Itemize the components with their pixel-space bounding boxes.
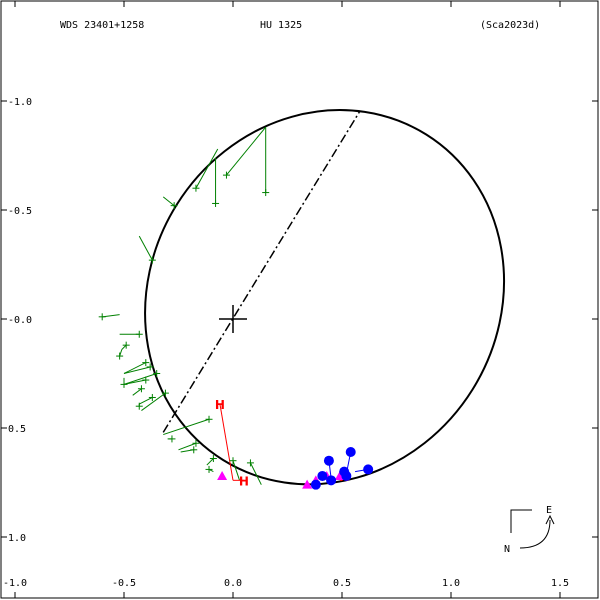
micrometer-point [170,202,178,210]
wds-id-label: WDS 23401+1258 [60,20,144,31]
micrometer-point [135,402,143,410]
micrometer-residual [195,148,219,189]
y-tick-label: 0.5 [8,424,26,435]
speckle-point [345,446,356,457]
micrometer-residual [123,379,146,385]
micrometer-point [246,459,254,467]
compass-arrow [519,519,551,549]
y-tick-label: 1.0 [8,533,26,544]
discoverer-label: HU 1325 [260,20,302,31]
x-tick-label: 0.0 [224,578,242,589]
micrometer-point [205,415,213,423]
speckle-point [323,455,334,466]
micrometer-residual [132,388,142,396]
micrometer-point [142,359,150,367]
micrometer-point [222,171,230,179]
hipparcos-residual [219,403,234,481]
micrometer-point [148,256,156,264]
y-tick-label: -1.0 [8,97,32,108]
x-tick-label: 1.0 [442,578,460,589]
micrometer-residual [123,366,151,374]
micrometer-residual [206,458,214,466]
micrometer-point [168,435,176,443]
micrometer-residual [141,392,166,411]
micrometer-residual [162,196,175,207]
compass: E N [504,505,555,555]
compass-arrowhead [545,514,555,525]
speckle-point [341,470,352,481]
x-tick-label: 1.5 [551,578,569,589]
micrometer-point [153,370,161,377]
micrometer-point [116,352,124,360]
hipparcos-point: H [215,398,225,412]
micrometer-point [212,199,220,207]
micrometer-point [98,313,106,321]
micrometer-point [205,465,213,473]
x-tick-label: 0.5 [333,578,351,589]
y-tick-label: -0.0 [8,315,32,326]
micrometer-point [262,189,270,197]
speckle-point [363,464,374,475]
micrometer-residual [123,362,147,374]
micrometer-point [161,389,169,397]
micrometer-point [148,393,156,401]
micrometer-point [137,385,145,393]
predicted-point [302,479,313,489]
micrometer-point [122,341,130,349]
compass-east-label: E [546,505,552,516]
micrometer-point [190,446,198,454]
micrometer-point [192,439,200,447]
speckle-point [326,475,337,486]
speckle-point [310,479,321,490]
compass-north-label: N [504,544,510,555]
micrometer-point [209,455,217,463]
x-tick-label: -1.0 [3,578,27,589]
micrometer-residual [121,344,127,350]
micrometer-point [135,330,143,338]
compass-arms [510,509,532,533]
speckle-point [317,470,328,481]
hipparcos-point: H [239,474,249,488]
y-tick-label: -0.5 [8,206,32,217]
micrometer-residual [123,373,157,385]
predicted-point [217,470,228,480]
orbit-layer [144,109,506,486]
micrometer-residual [226,126,267,176]
line-of-nodes [162,111,361,433]
micrometer-residual [138,235,153,261]
micrometer-residual [163,418,210,436]
micrometer-point [192,184,200,192]
micrometer-point [120,380,128,388]
micrometer-point [142,376,150,384]
micrometer-point [229,457,237,465]
micrometer-point [146,363,154,371]
micrometer-residual [178,442,197,451]
micrometer-residual [139,397,153,405]
reference-label: (Sca2023d) [480,20,540,31]
micrometer-residual [249,462,262,485]
marker-layer: HHH [98,171,374,490]
orbit-ellipse [144,109,506,486]
x-tick-label: -0.5 [112,578,136,589]
micrometer-residual [232,460,241,481]
